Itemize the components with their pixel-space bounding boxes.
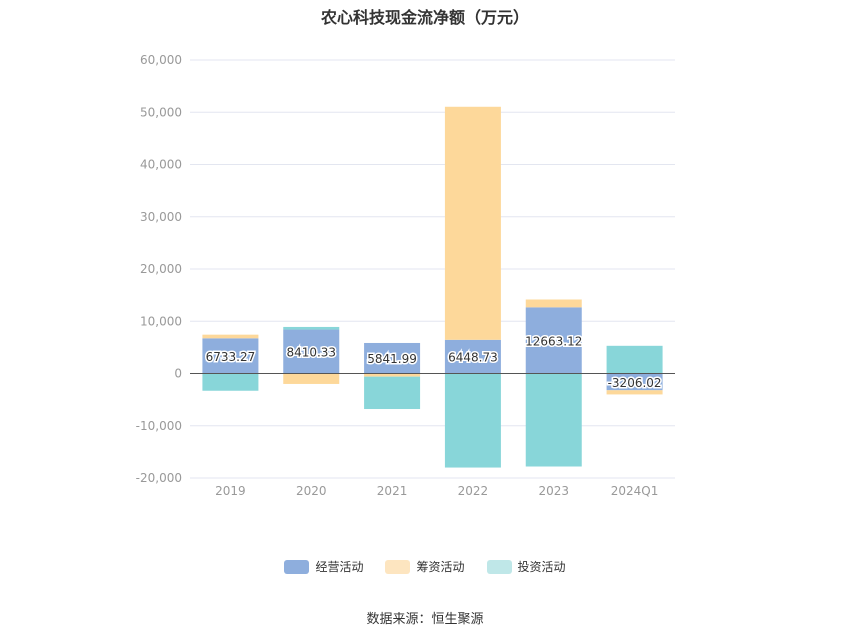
bar-operating	[283, 329, 340, 374]
legend-item-financing[interactable]: 筹资活动	[385, 558, 465, 575]
x-tick-label: 2022	[458, 484, 489, 498]
bar-investing	[202, 373, 259, 391]
chart-title: 农心科技现金流净额（万元）	[320, 8, 529, 27]
data-label: 8410.33	[286, 346, 336, 360]
source-note: 数据来源：恒生聚源	[366, 612, 484, 627]
legend-swatch-financing	[385, 559, 411, 574]
bar-operating	[202, 338, 259, 374]
bar-financing	[283, 373, 340, 384]
y-tick-label: 30,000	[140, 210, 182, 224]
legend-swatch-operating	[284, 559, 310, 574]
bar-financing	[525, 299, 582, 308]
legend: 经营活动 筹资活动 投资活动	[0, 558, 850, 575]
bar-financing	[606, 390, 663, 395]
data-label: -3206.02	[608, 376, 662, 390]
legend-item-operating[interactable]: 经营活动	[284, 558, 363, 575]
y-tick-label: 10,000	[140, 314, 182, 328]
bar-investing	[606, 345, 663, 374]
x-tick-label: 2020	[296, 484, 327, 498]
y-tick-label: -10,000	[136, 419, 182, 433]
bar-financing	[444, 106, 501, 340]
y-tick-label: -20,000	[136, 471, 182, 485]
bar-investing	[444, 373, 501, 468]
x-tick-label: 2024Q1	[611, 484, 659, 498]
bar-investing	[283, 326, 340, 330]
bar-financing	[364, 373, 421, 377]
bar-operating	[525, 307, 582, 374]
y-tick-label: 60,000	[140, 53, 182, 67]
bar-operating	[444, 339, 501, 374]
data-label: 6733.27	[206, 350, 256, 364]
x-tick-label: 2019	[215, 484, 246, 498]
y-tick-label: 20,000	[140, 262, 182, 276]
legend-item-investing[interactable]: 投资活动	[486, 558, 566, 575]
y-tick-label: 0	[174, 367, 182, 381]
legend-label-operating: 经营活动	[315, 560, 364, 574]
y-tick-label: 50,000	[140, 105, 182, 119]
bar-investing	[525, 373, 582, 467]
legend-swatch-investing	[486, 559, 512, 574]
y-tick-label: 40,000	[140, 158, 182, 172]
data-label: 5841.99	[367, 352, 417, 366]
bar-financing	[202, 334, 259, 339]
bar-operating	[606, 373, 663, 391]
x-tick-label: 2021	[377, 484, 408, 498]
legend-label-financing: 筹资活动	[416, 560, 465, 574]
x-tick-label: 2023	[538, 484, 569, 498]
legend-label-investing: 投资活动	[517, 560, 566, 574]
bar-investing	[364, 376, 421, 410]
bar-operating	[364, 342, 421, 374]
data-label: 12663.12	[525, 334, 582, 348]
data-label: 6448.73	[448, 351, 498, 365]
